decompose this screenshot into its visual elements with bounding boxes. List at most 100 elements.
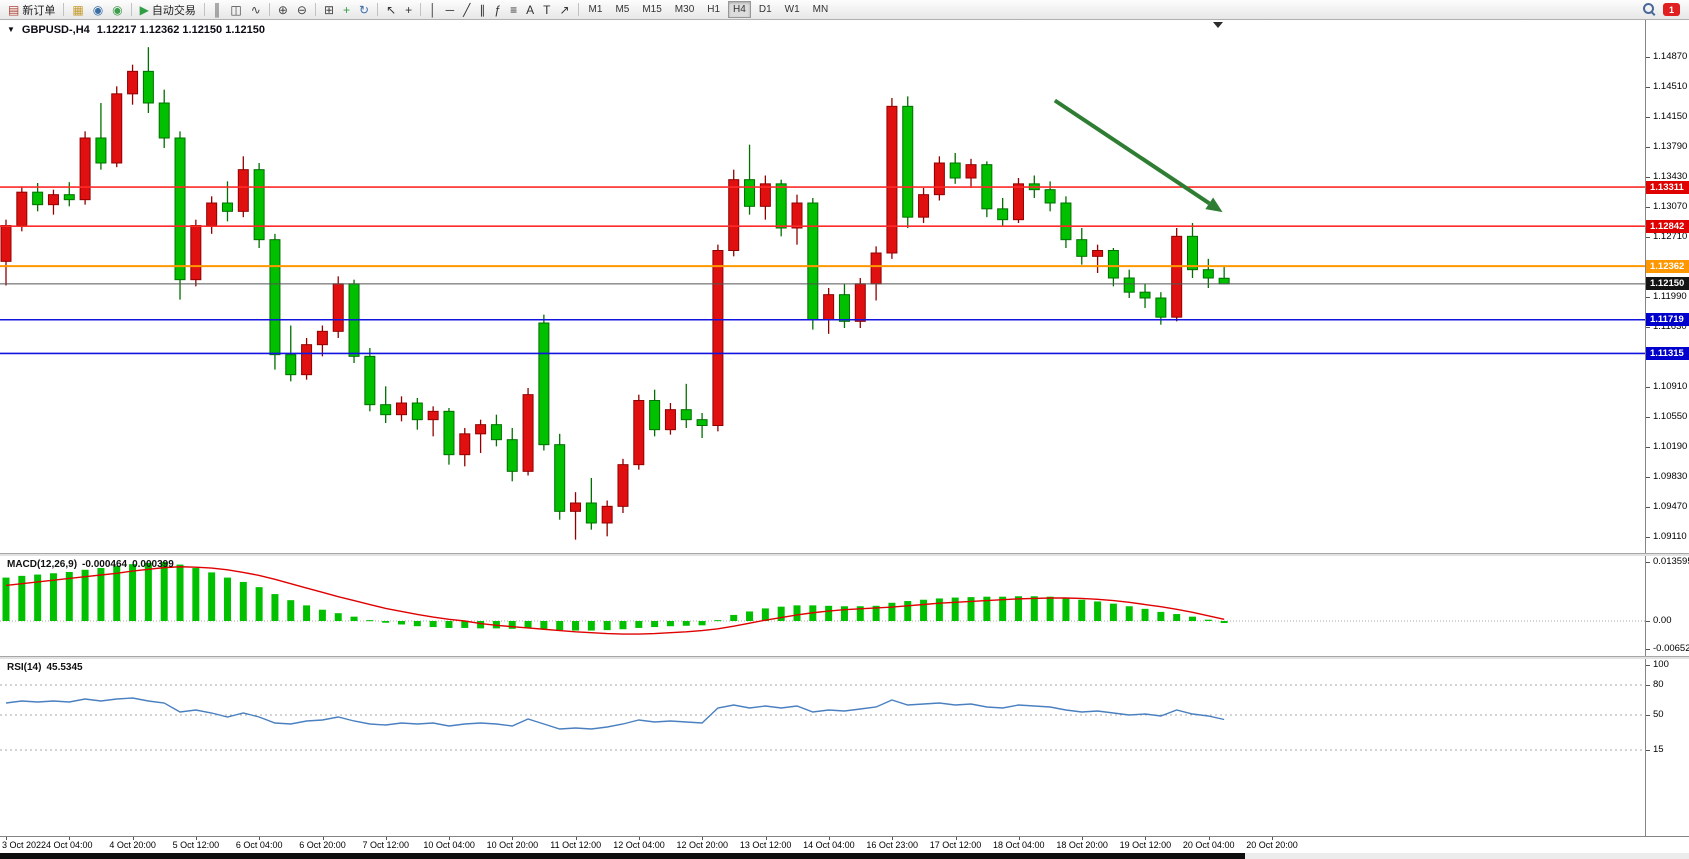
market-watch-button[interactable]: ◉ [108,0,126,19]
rsi-name: RSI(14) [7,662,42,673]
price-axis-label: 1.13790 [1645,141,1688,153]
rsi-axis-label: 15 [1646,744,1664,755]
rsi-label: RSI(14) 45.5345 [7,662,83,673]
zoom-in-button[interactable]: ⊕ [274,0,292,19]
tile-windows-button[interactable]: ⊞ [320,0,338,19]
timeframe-button-M15[interactable]: M15 [642,4,662,15]
price-line-badge: 1.11315 [1646,346,1689,360]
toolbar: ▤ 新订单 ▦ ◉ ◉ ▶ 自动交易 ║ ◫ ∿ ⊕ ⊖ ⊞ + ↻ ↖ + │ ─ ╱ ∥ ƒ ≡ A T ↗ M1 M5 M15 M… [0,0,1689,20]
vertical-line-button[interactable]: │ [425,0,441,19]
price-axis-label: 1.10190 [1645,441,1688,453]
toolbar-group: │ ─ ╱ ∥ ƒ ≡ A T ↗ [425,0,573,19]
price-axis[interactable]: 1.14870 1.14510 1.14150 1.13790 1.13430 1.130… [1645,20,1689,836]
text-button[interactable]: A [522,0,538,19]
timeframe-button-H4[interactable]: H4 [728,1,751,18]
time-axis-label: 10 Oct 20:00 [486,840,539,850]
price-axis-label: 1.09470 [1645,501,1688,513]
rsi-panel-splitter[interactable] [0,656,1689,659]
time-axis-tick [322,837,324,840]
arrows-icon: ↗ [559,2,570,17]
macd-panel-splitter[interactable] [0,553,1689,556]
macd-name: MACD(12,26,9) [7,559,78,570]
grid-levels-button[interactable]: ≡ [506,0,521,19]
time-axis-tick [132,837,134,840]
arrows-button[interactable]: ↗ [555,0,573,19]
time-axis-tick [1082,837,1084,840]
time-axis-label: 13 Oct 12:00 [739,840,792,850]
line-chart-button[interactable]: ∿ [247,0,265,19]
rsi-axis-label: 100 [1646,659,1669,670]
time-axis-label: 7 Oct 12:00 [362,840,410,850]
timeframe-button-MN[interactable]: MN [812,4,829,15]
toolbar-group: ⊕ ⊖ [274,0,311,19]
timeframe-button-M1[interactable]: M1 [588,4,603,15]
trendline-icon: ╱ [463,2,471,17]
periods-icon: ↻ [359,2,370,17]
toolbar-separator [203,3,205,16]
charts-button[interactable]: ▦ [68,0,87,19]
candlestick-chart-button[interactable]: ◫ [226,0,245,19]
notification-badge[interactable]: 1 [1663,3,1680,16]
channel-button[interactable]: ∥ [475,0,489,19]
periods-button[interactable]: ↻ [355,0,373,19]
timeframe-button-D1[interactable]: D1 [758,4,772,15]
zoom-out-button[interactable]: ⊖ [293,0,311,19]
time-axis-label: 5 Oct 12:00 [172,840,220,850]
time-axis-label: 4 Oct 04:00 [46,840,93,850]
price-axis-label: 1.09830 [1645,471,1688,483]
fibonacci-button[interactable]: ƒ [490,0,505,19]
time-axis-label: 6 Oct 04:00 [235,840,283,850]
timeframe-button-M30[interactable]: M30 [674,4,695,15]
time-axis-label: 20 Oct 20:00 [1246,840,1298,850]
auto-trading-icon: ▶ [139,2,149,17]
time-axis-tick [1208,837,1210,840]
macd-panel[interactable] [0,556,1645,656]
cursor-button[interactable]: ↖ [382,0,400,19]
bar-chart-button[interactable]: ║ [209,0,226,19]
profiles-button[interactable]: ◉ [89,0,107,19]
price-axis-label: 1.10910 [1645,381,1688,393]
charts-icon: ▦ [72,2,84,17]
macd-axis-label: -0.00652 [1646,643,1689,655]
macd-value-signal: 0.000399 [132,559,174,570]
new-order-button[interactable]: ▤ 新订单 [4,0,59,19]
text-label-button[interactable]: T [539,0,554,19]
crosshair-button[interactable]: + [401,0,416,19]
horizontal-line-button[interactable]: ─ [442,0,459,19]
rsi-panel[interactable] [0,659,1645,836]
indicators-button[interactable]: + [339,0,354,19]
timeframe-button-W1[interactable]: W1 [784,4,800,15]
macd-axis-label: 0.00 [1646,615,1672,626]
horizontal-scrollbar[interactable] [0,853,1689,859]
time-axis-label: 10 Oct 04:00 [423,840,475,850]
time-axis-tick [1272,837,1273,840]
chart-shift-marker-icon[interactable] [1213,22,1223,28]
toolbar-separator [63,3,65,16]
price-axis-label: 1.09110 [1646,531,1687,543]
search-icon[interactable] [1643,3,1656,16]
zoom-in-icon: ⊕ [277,2,288,17]
price-axis-label: 1.14510 [1645,81,1688,93]
one-click-trading-arrow-icon[interactable]: ▼ [7,25,15,34]
price-line-badge: 1.12362 [1646,259,1689,273]
price-chart[interactable] [0,22,1645,553]
trendline-button[interactable]: ╱ [459,0,474,19]
timeframe-button-M5[interactable]: M5 [615,4,630,15]
time-axis-tick [512,837,514,840]
timeframe-button-H1[interactable]: H1 [707,4,721,15]
new-order-icon: ▤ [8,2,20,17]
toolbar-separator [268,3,270,16]
auto-trading-button[interactable]: ▶ 自动交易 [136,0,200,19]
time-axis[interactable]: 3 Oct 2022 4 Oct 04:00 4 Oct 20:00 5 Oct 12… [0,836,1689,852]
auto-trading-button-label: 自动交易 [151,4,196,17]
candlestick-icon: ◫ [230,2,242,17]
vertical-line-icon: │ [429,2,437,17]
time-axis-label: 12 Oct 20:00 [676,840,729,850]
horizontal-scrollbar-thumb[interactable] [0,853,1245,859]
toolbar-separator [420,3,422,16]
line-chart-icon: ∿ [250,2,261,17]
profiles-icon: ◉ [92,2,104,17]
toolbar-group: ⊞ + ↻ [320,0,373,19]
price-axis-label: 1.13070 [1645,201,1688,213]
